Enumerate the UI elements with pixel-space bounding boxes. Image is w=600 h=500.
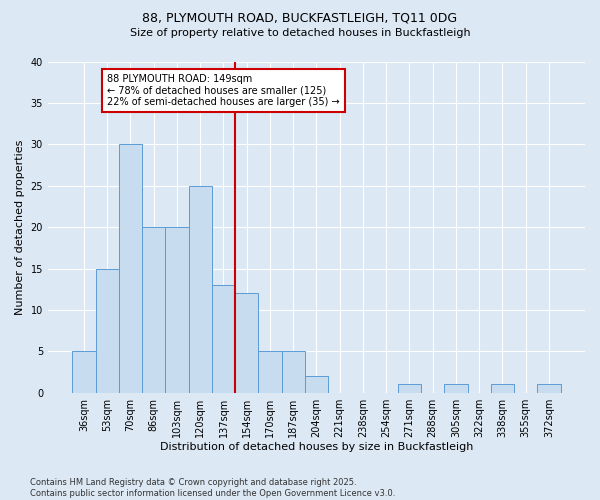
- X-axis label: Distribution of detached houses by size in Buckfastleigh: Distribution of detached houses by size …: [160, 442, 473, 452]
- Bar: [445, 384, 467, 392]
- Bar: [95, 268, 119, 392]
- Bar: [73, 352, 95, 393]
- Bar: [188, 186, 212, 392]
- Bar: [538, 384, 560, 392]
- Bar: [212, 285, 235, 393]
- Y-axis label: Number of detached properties: Number of detached properties: [15, 140, 25, 315]
- Text: Size of property relative to detached houses in Buckfastleigh: Size of property relative to detached ho…: [130, 28, 470, 38]
- Text: 88 PLYMOUTH ROAD: 149sqm
← 78% of detached houses are smaller (125)
22% of semi-: 88 PLYMOUTH ROAD: 149sqm ← 78% of detach…: [107, 74, 340, 107]
- Bar: [259, 352, 281, 393]
- Bar: [235, 294, 259, 392]
- Bar: [142, 227, 166, 392]
- Bar: [491, 384, 514, 392]
- Text: Contains HM Land Registry data © Crown copyright and database right 2025.
Contai: Contains HM Land Registry data © Crown c…: [30, 478, 395, 498]
- Bar: [305, 376, 328, 392]
- Bar: [281, 352, 305, 393]
- Text: 88, PLYMOUTH ROAD, BUCKFASTLEIGH, TQ11 0DG: 88, PLYMOUTH ROAD, BUCKFASTLEIGH, TQ11 0…: [142, 12, 458, 24]
- Bar: [119, 144, 142, 392]
- Bar: [398, 384, 421, 392]
- Bar: [166, 227, 188, 392]
